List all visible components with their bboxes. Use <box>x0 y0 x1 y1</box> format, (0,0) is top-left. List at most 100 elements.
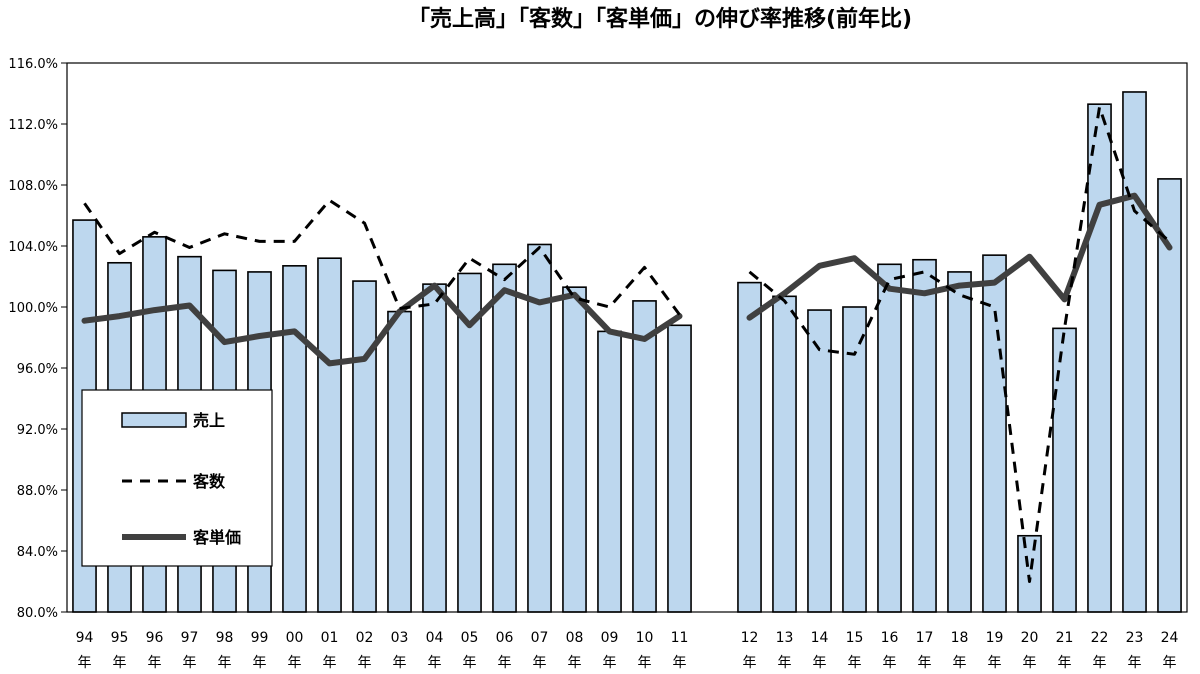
bar-sales <box>492 263 517 613</box>
y-tick-label: 108.0% <box>8 179 58 194</box>
x-tick-label: 22 <box>1091 630 1109 646</box>
x-tick-suffix: 年 <box>743 655 757 671</box>
x-tick-label: 94 <box>76 630 94 646</box>
x-tick-label: 11 <box>671 630 689 646</box>
x-tick-suffix: 年 <box>358 655 372 671</box>
x-axis-ticks: 94 年 95 年 96 年 97 年 98 年 99 年 00 年 01 年 02 年 03 年 04 年 05 年 06 年 0… <box>76 630 1179 671</box>
bar-sales <box>422 283 447 613</box>
x-tick-suffix: 年 <box>603 655 617 671</box>
bar-sales <box>317 257 342 613</box>
line-customers <box>83 198 681 316</box>
y-axis-ticks: 116.0% 112.0% 108.0% 104.0% 100.0% 96.0% 92.0%… <box>8 57 67 621</box>
x-tick-label: 09 <box>601 630 619 646</box>
x-tick-suffix: 年 <box>813 655 827 671</box>
x-tick-suffix: 年 <box>113 655 127 671</box>
x-tick-label: 21 <box>1056 630 1074 646</box>
y-tick-label: 116.0% <box>8 57 58 72</box>
x-tick-label: 00 <box>286 630 304 646</box>
bar-sales <box>597 330 622 613</box>
plot-frame <box>66 62 1188 613</box>
bar-sales <box>1052 327 1077 613</box>
x-tick-suffix: 年 <box>463 655 477 671</box>
x-tick-suffix: 年 <box>988 655 1002 671</box>
x-tick-label: 12 <box>741 630 759 646</box>
x-tick-label: 18 <box>951 630 969 646</box>
x-tick-label: 23 <box>1126 630 1144 646</box>
x-tick-label: 10 <box>636 630 654 646</box>
x-tick-suffix: 年 <box>1058 655 1072 671</box>
x-tick-label: 99 <box>251 630 269 646</box>
bar-sales <box>737 281 762 613</box>
line-unit-price <box>746 192 1173 321</box>
x-tick-suffix: 年 <box>1093 655 1107 671</box>
y-tick-label: 92.0% <box>17 423 58 438</box>
x-tick-label: 13 <box>776 630 794 646</box>
x-tick-suffix: 年 <box>918 655 932 671</box>
x-tick-suffix: 年 <box>1128 655 1142 671</box>
x-tick-suffix: 年 <box>638 655 652 671</box>
y-tick-label: 88.0% <box>17 484 58 499</box>
x-tick-label: 17 <box>916 630 934 646</box>
x-tick-suffix: 年 <box>533 655 547 671</box>
x-tick-label: 96 <box>146 630 164 646</box>
x-tick-label: 03 <box>391 630 409 646</box>
x-tick-label: 97 <box>181 630 199 646</box>
bar-sales <box>807 309 832 613</box>
x-tick-label: 98 <box>216 630 234 646</box>
bar-sales <box>282 265 307 613</box>
x-tick-label: 16 <box>881 630 899 646</box>
chart-title: 「売上高」「客数」「客単価」の伸び率推移(前年比) <box>408 6 912 32</box>
bar-sales <box>982 254 1007 613</box>
x-tick-label: 15 <box>846 630 864 646</box>
y-tick-label: 104.0% <box>8 240 58 255</box>
x-tick-label: 24 <box>1161 630 1179 646</box>
x-tick-suffix: 年 <box>183 655 197 671</box>
x-tick-suffix: 年 <box>883 655 897 671</box>
x-tick-suffix: 年 <box>953 655 967 671</box>
bar-sales <box>632 300 657 613</box>
x-tick-label: 04 <box>426 630 444 646</box>
legend-label-sales: 売上 <box>193 411 225 430</box>
x-tick-suffix: 年 <box>218 655 232 671</box>
bar-sales <box>667 324 692 613</box>
line-unit-price <box>81 282 683 367</box>
bar-sales <box>1017 534 1042 613</box>
y-tick-label: 112.0% <box>8 118 58 133</box>
x-tick-label: 14 <box>811 630 829 646</box>
x-tick-label: 08 <box>566 630 584 646</box>
bar-sales <box>877 263 902 613</box>
x-tick-suffix: 年 <box>498 655 512 671</box>
y-tick-label: 96.0% <box>17 362 58 377</box>
bar-sales <box>387 310 412 613</box>
x-tick-label: 02 <box>356 630 374 646</box>
x-tick-label: 95 <box>111 630 129 646</box>
x-tick-suffix: 年 <box>1023 655 1037 671</box>
bar-sales <box>1087 103 1112 613</box>
x-tick-label: 19 <box>986 630 1004 646</box>
x-tick-suffix: 年 <box>393 655 407 671</box>
x-tick-suffix: 年 <box>253 655 267 671</box>
x-tick-suffix: 年 <box>288 655 302 671</box>
y-tick-label: 80.0% <box>17 606 58 621</box>
line-customers <box>748 105 1171 583</box>
x-tick-suffix: 年 <box>778 655 792 671</box>
x-tick-label: 06 <box>496 630 514 646</box>
x-tick-label: 01 <box>321 630 339 646</box>
line-series <box>81 105 1173 583</box>
x-tick-suffix: 年 <box>78 655 92 671</box>
x-tick-suffix: 年 <box>323 655 337 671</box>
bar-sales <box>772 295 797 613</box>
bar-sales <box>1122 91 1147 613</box>
bar-sales <box>352 280 377 613</box>
y-tick-label: 84.0% <box>17 545 58 560</box>
x-tick-suffix: 年 <box>428 655 442 671</box>
x-tick-suffix: 年 <box>148 655 162 671</box>
x-tick-suffix: 年 <box>1163 655 1177 671</box>
x-tick-label: 07 <box>531 630 549 646</box>
x-tick-label: 20 <box>1021 630 1039 646</box>
x-tick-suffix: 年 <box>848 655 862 671</box>
bar-series <box>72 91 1182 613</box>
bar-sales <box>947 271 972 613</box>
y-tick-label: 100.0% <box>8 301 58 316</box>
